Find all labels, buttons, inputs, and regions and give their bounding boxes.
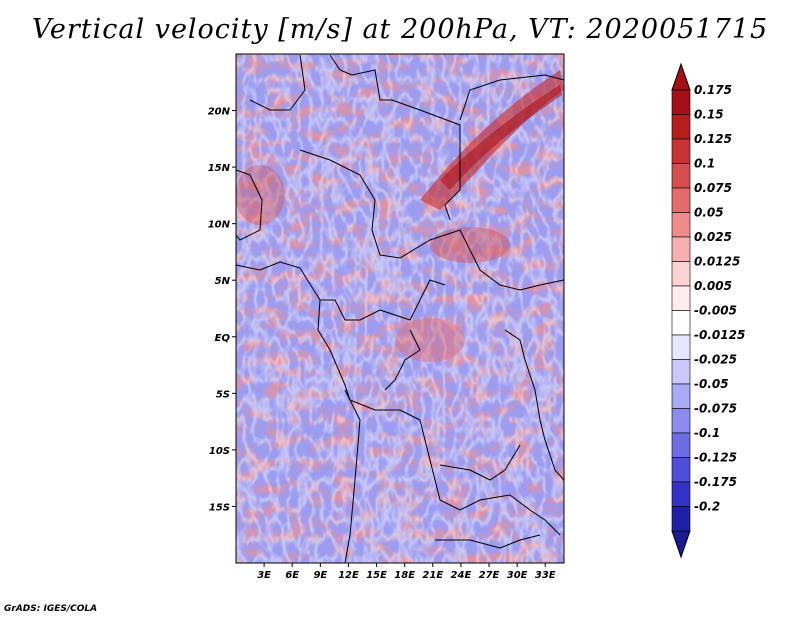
lon-tick-label: 15E [366, 570, 387, 581]
colorbar-label: -0.1 [694, 426, 720, 440]
lat-tick-label: EQ [215, 333, 231, 344]
colorbar-swatch [671, 481, 691, 507]
colorbar-label: -0.025 [694, 353, 737, 367]
lon-tick-label: 30E [507, 570, 528, 581]
lat-tick-label: 10S [209, 446, 230, 457]
colorbar-label: 0.0125 [694, 255, 740, 269]
colorbar-swatch [671, 285, 691, 311]
colorbar-swatch [671, 236, 691, 262]
colorbar-swatch [671, 383, 691, 409]
colorbar-swatch [671, 334, 691, 360]
colorbar-swatch [671, 432, 691, 458]
lat-tick-label: 15S [209, 502, 230, 513]
colorbar: 0.175 0.15 0.125 0.1 0.075 0.05 0.025 0.0125 0.0… [671, 62, 745, 559]
colorbar-swatch [671, 261, 691, 287]
colorbar-label: -0.0125 [694, 328, 745, 342]
colorbar-label: -0.175 [694, 475, 737, 489]
colorbar-swatch [671, 457, 691, 483]
lon-tick-label: 24E [451, 570, 472, 581]
map-title: Vertical velocity [m/s] at 200hPa, VT: 2… [31, 14, 769, 45]
colorbar-label: 0.075 [694, 181, 732, 195]
lon-tick-label: 3E [257, 570, 271, 581]
map-frame [235, 53, 565, 564]
longitude-axis: 3E 6E 9E 12E 15E 18E 21E 24E 27E 30E 33E [257, 563, 556, 581]
lat-tick-label: 20N [208, 107, 231, 118]
lon-tick-label: 6E [285, 570, 299, 581]
colorbar-label: -0.075 [694, 402, 737, 416]
colorbar-top-extension [671, 62, 691, 91]
colorbar-bottom-extension [671, 530, 691, 559]
lon-tick-label: 18E [394, 570, 415, 581]
lon-tick-label: 21E [422, 570, 443, 581]
colorbar-label: 0.1 [694, 157, 715, 171]
colorbar-label: 0.125 [694, 132, 732, 146]
lon-tick-label: 9E [313, 570, 327, 581]
colorbar-swatch [671, 187, 691, 213]
lon-tick-label: 33E [535, 570, 556, 581]
colorbar-swatch [671, 138, 691, 164]
lon-tick-label: 12E [338, 570, 359, 581]
colorbar-label: -0.125 [694, 451, 737, 465]
colorbar-label: 0.005 [694, 279, 732, 293]
colorbar-swatch [671, 408, 691, 434]
colorbar-label: -0.05 [694, 377, 729, 391]
lat-tick-label: 5N [215, 276, 231, 287]
colorbar-swatch [671, 212, 691, 238]
colorbar-swatch [671, 163, 691, 189]
velocity-field [236, 54, 564, 563]
colorbar-label: 0.15 [694, 108, 724, 122]
colorbar-label: 0.175 [694, 83, 732, 97]
colorbar-label: 0.025 [694, 230, 732, 244]
lat-tick-label: 5S [216, 389, 230, 400]
colorbar-swatch [671, 359, 691, 385]
colorbar-swatch [671, 506, 691, 532]
colorbar-swatch [671, 114, 691, 140]
lat-tick-label: 10N [208, 220, 231, 231]
country-borders [236, 54, 564, 563]
lat-tick-label: 15N [208, 163, 231, 174]
colorbar-label: -0.2 [694, 500, 720, 514]
colorbar-label: 0.05 [694, 206, 724, 220]
latitude-axis: 20N 15N 10N 5N EQ 5S 10S 15S [208, 107, 236, 513]
colorbar-swatch [671, 310, 691, 336]
colorbar-swatch [671, 89, 691, 115]
credit-label: GrADS: IGES/COLA [4, 604, 98, 614]
lon-tick-label: 27E [479, 570, 500, 581]
colorbar-label: -0.005 [694, 304, 737, 318]
